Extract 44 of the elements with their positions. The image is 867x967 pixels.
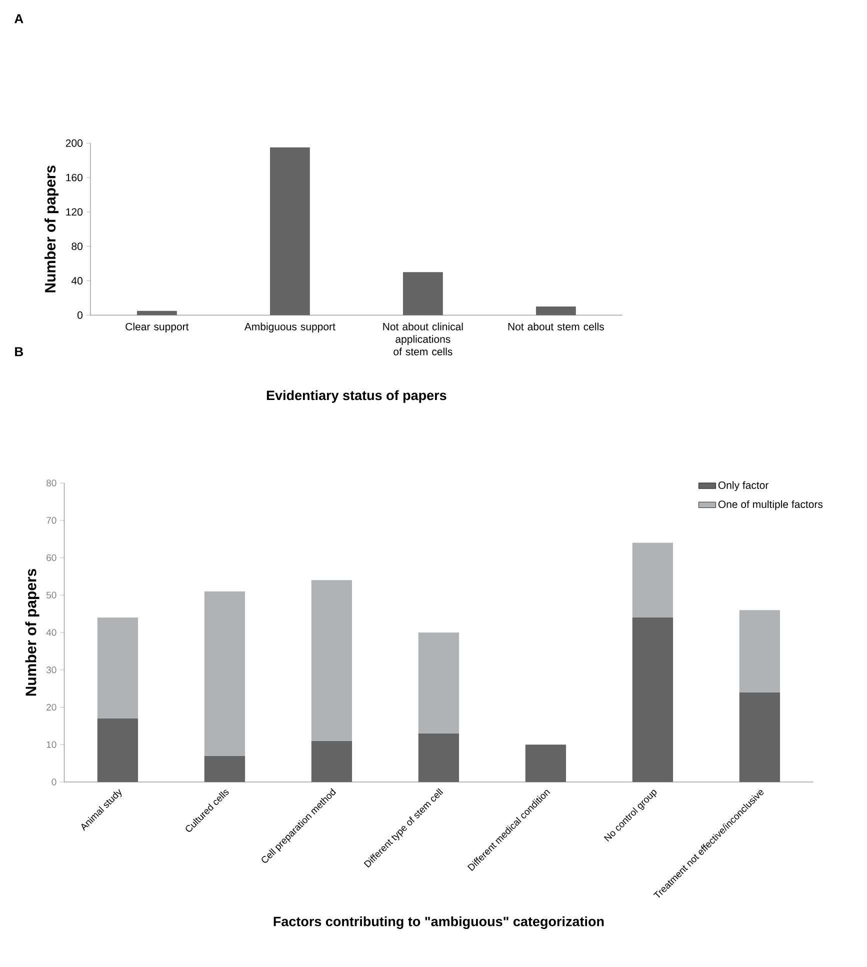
bar (204, 756, 246, 782)
bar (418, 632, 460, 734)
x-tick-label: Not about clinical applications of stem cells (383, 322, 463, 356)
bar (739, 610, 780, 692)
x-tick-label: Clear support (126, 322, 189, 332)
bar (97, 718, 138, 782)
y-axis-title: Number of papers (44, 166, 59, 292)
y-tick-label: 120 (66, 208, 82, 216)
y-tick-label: 70 (46, 517, 56, 524)
y-tick-label: 50 (46, 592, 56, 598)
y-tick-label: 0 (77, 311, 82, 319)
bar (632, 542, 674, 618)
x-tick-label: Not about stem cells (508, 322, 604, 330)
bar (311, 580, 352, 741)
x-axis-title: Evidentiary status of papers (266, 390, 446, 403)
bar (97, 618, 138, 718)
bar (402, 272, 443, 316)
y-tick-label: 40 (46, 629, 56, 636)
y-tick-label: 0 (52, 778, 56, 786)
y-tick-label: 30 (46, 666, 56, 674)
legend-label: One of multiple factors (718, 500, 823, 510)
y-tick-label: 160 (66, 174, 82, 182)
bar (311, 740, 352, 782)
bar (739, 692, 780, 782)
legend-label: Only factor (718, 481, 769, 491)
y-tick-label: 40 (71, 277, 82, 284)
y-tick-label: 200 (66, 139, 82, 147)
y-tick-label: 60 (46, 554, 56, 562)
bar (632, 618, 674, 782)
y-axis-title: Number of papers (25, 568, 40, 696)
x-axis-title: Factors contributing to "ambiguous" categorization (274, 916, 604, 929)
y-tick-label: 80 (72, 242, 82, 250)
x-tick-label: Ambiguous support (244, 322, 336, 332)
bar (536, 306, 576, 316)
bar (418, 733, 460, 782)
y-tick-label: 80 (46, 480, 56, 486)
bar (270, 147, 310, 316)
bar (204, 591, 246, 756)
y-tick-label: 10 (46, 741, 56, 748)
bar (525, 744, 566, 782)
text: A (14, 14, 24, 24)
bar (136, 310, 177, 316)
text: B (15, 347, 23, 356)
y-tick-label: 20 (46, 704, 56, 711)
